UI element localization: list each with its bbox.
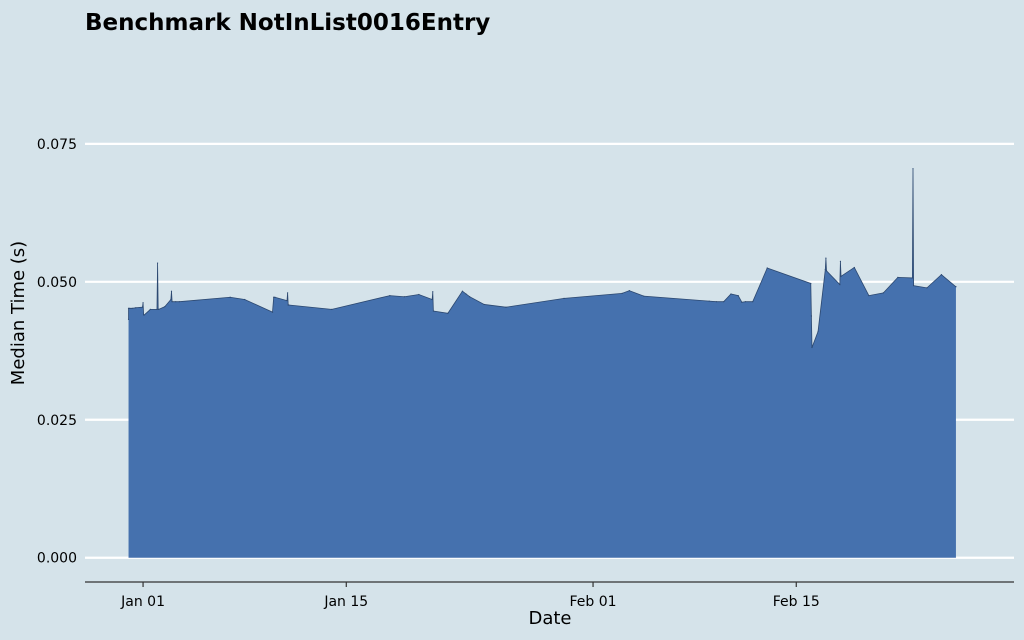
data-point <box>447 312 449 314</box>
data-point <box>274 296 276 298</box>
data-point <box>271 311 274 313</box>
data-point <box>142 302 144 304</box>
x-axis-title: Date <box>528 608 571 629</box>
data-point <box>175 301 177 303</box>
data-point <box>911 277 913 279</box>
chart-title: Benchmark NotInList0016Entry <box>85 10 490 36</box>
data-point <box>418 293 420 296</box>
data-point <box>331 308 333 311</box>
y-tick-label: 0.025 <box>37 413 77 429</box>
data-point <box>737 295 739 297</box>
data-point <box>129 307 131 309</box>
x-tick-layer: Jan 01 Jan 15 Feb 01 Feb 15 <box>120 582 820 610</box>
data-point <box>461 290 464 292</box>
data-point <box>643 295 645 297</box>
area-series-fill <box>128 168 956 558</box>
x-tick-label: Jan 15 <box>323 594 368 610</box>
data-point <box>853 266 855 269</box>
data-point <box>244 298 246 301</box>
data-point <box>178 301 180 303</box>
data-point <box>170 290 173 292</box>
data-point <box>839 283 841 286</box>
data-point <box>824 269 826 271</box>
data-point <box>563 297 565 299</box>
y-tick-layer: 0.000 0.025 0.050 0.075 <box>37 137 77 567</box>
data-point <box>273 296 275 298</box>
data-point <box>621 292 623 295</box>
data-point <box>164 306 166 308</box>
data-point <box>912 168 914 170</box>
data-point <box>403 296 405 298</box>
data-point <box>766 267 768 269</box>
data-point <box>940 274 943 276</box>
data-point <box>810 315 812 317</box>
data-point <box>817 330 819 333</box>
data-point <box>465 293 467 295</box>
data-point <box>141 306 144 308</box>
x-tick-label: Feb 15 <box>773 594 820 610</box>
data-point <box>156 262 159 264</box>
data-point <box>469 296 471 298</box>
data-point <box>882 292 884 294</box>
data-point <box>897 276 899 279</box>
data-point <box>741 301 743 303</box>
data-point <box>752 301 754 303</box>
data-point <box>156 308 158 311</box>
data-point <box>158 308 160 311</box>
data-point <box>744 301 747 303</box>
data-point <box>505 306 507 308</box>
data-point <box>389 295 391 297</box>
data-point <box>811 346 813 349</box>
data-point <box>868 295 870 297</box>
data-point <box>127 307 130 309</box>
x-tick-label: Jan 01 <box>120 594 165 610</box>
data-point <box>286 299 288 302</box>
data-point <box>287 292 289 294</box>
data-point <box>171 301 173 303</box>
data-point <box>143 314 145 316</box>
data-point <box>708 300 710 302</box>
data-point <box>127 318 130 320</box>
data-point <box>170 298 172 301</box>
data-point <box>825 270 828 272</box>
y-tick-label: 0.050 <box>37 275 77 291</box>
data-point <box>840 275 842 277</box>
data-point <box>432 310 434 312</box>
data-point <box>288 304 290 306</box>
data-point <box>431 298 433 301</box>
data-point <box>229 296 231 298</box>
data-point <box>825 257 827 259</box>
data-point <box>723 301 725 303</box>
data-point <box>913 285 915 287</box>
data-point <box>131 307 133 309</box>
data-point <box>730 293 732 295</box>
y-tick-label: 0.075 <box>37 137 77 153</box>
y-tick-label: 0.000 <box>37 551 77 567</box>
y-axis-title: Median Time (s) <box>8 241 29 385</box>
data-point <box>955 286 957 288</box>
data-point <box>839 260 842 262</box>
data-point <box>483 303 485 306</box>
data-point <box>135 307 137 309</box>
data-point <box>715 301 718 303</box>
data-point <box>628 290 630 292</box>
data-point <box>149 308 151 311</box>
x-tick-label: Feb 01 <box>570 594 617 610</box>
data-point <box>926 287 928 289</box>
data-point <box>810 282 812 285</box>
data-point <box>432 291 434 293</box>
area-layer <box>127 168 957 558</box>
